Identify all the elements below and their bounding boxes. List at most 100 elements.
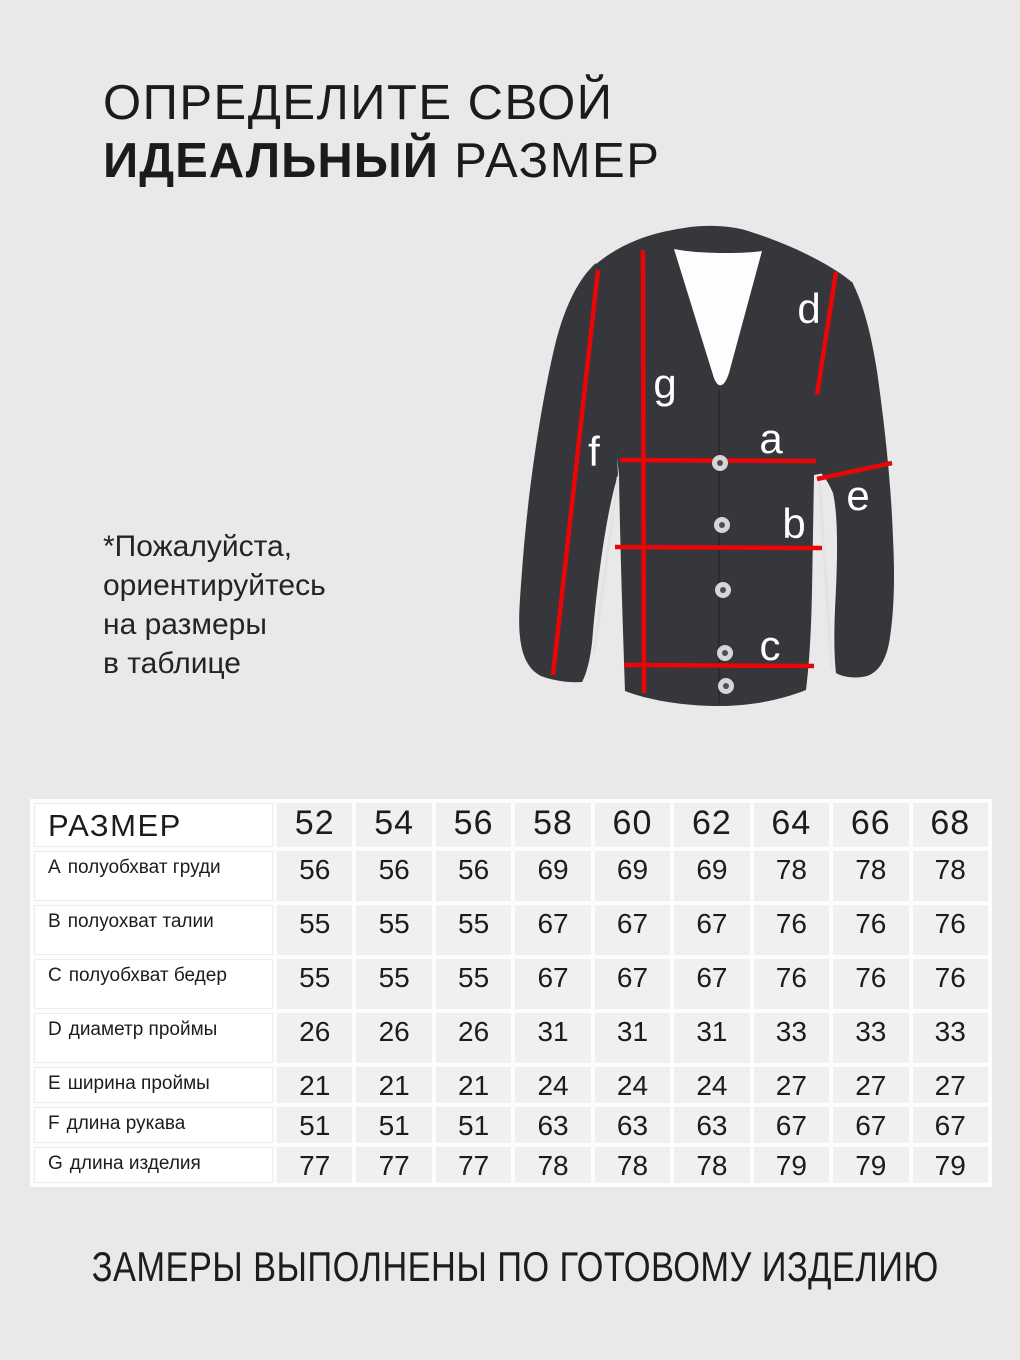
size-value-cell: 26 xyxy=(435,1013,512,1063)
size-value-cell: 24 xyxy=(594,1067,671,1103)
letter-c: c xyxy=(760,622,781,669)
size-value-cell: 69 xyxy=(594,851,671,901)
cardigan-illustration: a b c d e f g xyxy=(519,225,894,707)
measure-letter: G xyxy=(48,1153,63,1174)
size-value-cell: 21 xyxy=(435,1067,512,1103)
size-value-cell: 67 xyxy=(753,1107,830,1143)
measure-line-e xyxy=(816,460,893,482)
size-value-cell: 26 xyxy=(277,1013,353,1063)
cardigan-left-sleeve xyxy=(519,263,618,683)
size-value-cell: 78 xyxy=(674,1147,750,1183)
size-value-cell: 78 xyxy=(833,851,909,901)
size-column-header: 66 xyxy=(833,803,909,847)
sleeve-body-gap-right xyxy=(817,474,834,669)
measure-line-g xyxy=(640,249,647,694)
footer-note: ЗАМЕРЫ ВЫПОЛНЕНЫ ПО ГОТОВОМУ ИЗДЕЛИЮ xyxy=(91,1243,939,1290)
size-value-cell: 69 xyxy=(515,851,591,901)
size-value-cell: 26 xyxy=(356,1013,432,1063)
size-column-header: 52 xyxy=(277,803,353,847)
size-value-cell: 67 xyxy=(674,959,750,1009)
size-value-cell: 56 xyxy=(356,851,432,901)
measure-line-c xyxy=(623,662,815,669)
size-value-cell: 27 xyxy=(912,1067,988,1103)
size-value-cell: 31 xyxy=(515,1013,591,1063)
size-value-cell: 78 xyxy=(594,1147,671,1183)
measure-line-d xyxy=(814,271,839,396)
size-value-cell: 56 xyxy=(277,851,353,901)
measure-line-b xyxy=(614,544,823,551)
size-value-cell: 33 xyxy=(912,1013,988,1063)
measure-letter: А xyxy=(48,857,61,878)
size-value-cell: 55 xyxy=(435,905,512,955)
size-value-cell: 76 xyxy=(753,905,830,955)
size-value-cell: 27 xyxy=(753,1067,830,1103)
size-column-header: 60 xyxy=(594,803,671,847)
size-value-cell: 67 xyxy=(833,1107,909,1143)
size-value-cell: 55 xyxy=(356,959,432,1009)
size-column-header: 64 xyxy=(753,803,830,847)
measure-letter: В xyxy=(48,911,61,932)
size-value-cell: 31 xyxy=(594,1013,671,1063)
vneck-opening xyxy=(674,249,762,386)
size-value-cell: 76 xyxy=(753,959,830,1009)
size-value-cell: 78 xyxy=(912,851,988,901)
title-line2: ИДЕАЛЬНЫЙ РАЗМЕР xyxy=(103,132,660,190)
size-value-cell: 33 xyxy=(833,1013,909,1063)
size-table-corner: РАЗМЕР xyxy=(34,803,273,847)
size-value-cell: 67 xyxy=(674,905,750,955)
size-value-cell: 76 xyxy=(833,905,909,955)
size-value-cell: 67 xyxy=(515,959,591,1009)
size-value-cell: 76 xyxy=(912,959,988,1009)
page-title: ОПРЕДЕЛИТЕ СВОЙ ИДЕАЛЬНЫЙ РАЗМЕР xyxy=(103,74,660,190)
size-value-cell: 55 xyxy=(277,959,353,1009)
size-value-cell: 67 xyxy=(515,905,591,955)
size-value-cell: 79 xyxy=(912,1147,988,1183)
buttons xyxy=(712,455,734,694)
letter-f: f xyxy=(588,428,600,475)
letter-a: a xyxy=(759,415,783,462)
letter-g: g xyxy=(653,360,676,407)
size-value-cell: 76 xyxy=(912,905,988,955)
title-line2-regular: РАЗМЕР xyxy=(438,134,661,188)
size-value-cell: 21 xyxy=(277,1067,353,1103)
size-value-cell: 79 xyxy=(753,1147,830,1183)
note-text: *Пожалуйста, ориентируйтесь на размеры в… xyxy=(103,530,326,680)
size-value-cell: 76 xyxy=(833,959,909,1009)
measure-line-f xyxy=(550,269,601,676)
measure-letter: F xyxy=(48,1113,60,1134)
size-value-cell: 67 xyxy=(594,905,671,955)
size-column-header: 56 xyxy=(435,803,512,847)
size-value-cell: 77 xyxy=(277,1147,353,1183)
measure-letter: D xyxy=(48,1019,62,1040)
size-value-cell: 67 xyxy=(912,1107,988,1143)
size-value-cell: 78 xyxy=(515,1147,591,1183)
measurement-letters: a b c d e f g xyxy=(588,285,870,669)
size-value-cell: 79 xyxy=(833,1147,909,1183)
cardigan-right-sleeve xyxy=(817,282,894,678)
size-value-cell: 69 xyxy=(674,851,750,901)
size-value-cell: 63 xyxy=(674,1107,750,1143)
size-value-cell: 55 xyxy=(277,905,353,955)
size-value-cell: 31 xyxy=(674,1013,750,1063)
measure-letter: Е xyxy=(48,1073,61,1094)
size-value-cell: 51 xyxy=(435,1107,512,1143)
size-value-cell: 77 xyxy=(356,1147,432,1183)
letter-d: d xyxy=(797,285,820,332)
size-value-cell: 78 xyxy=(753,851,830,901)
letter-e: e xyxy=(846,472,869,519)
